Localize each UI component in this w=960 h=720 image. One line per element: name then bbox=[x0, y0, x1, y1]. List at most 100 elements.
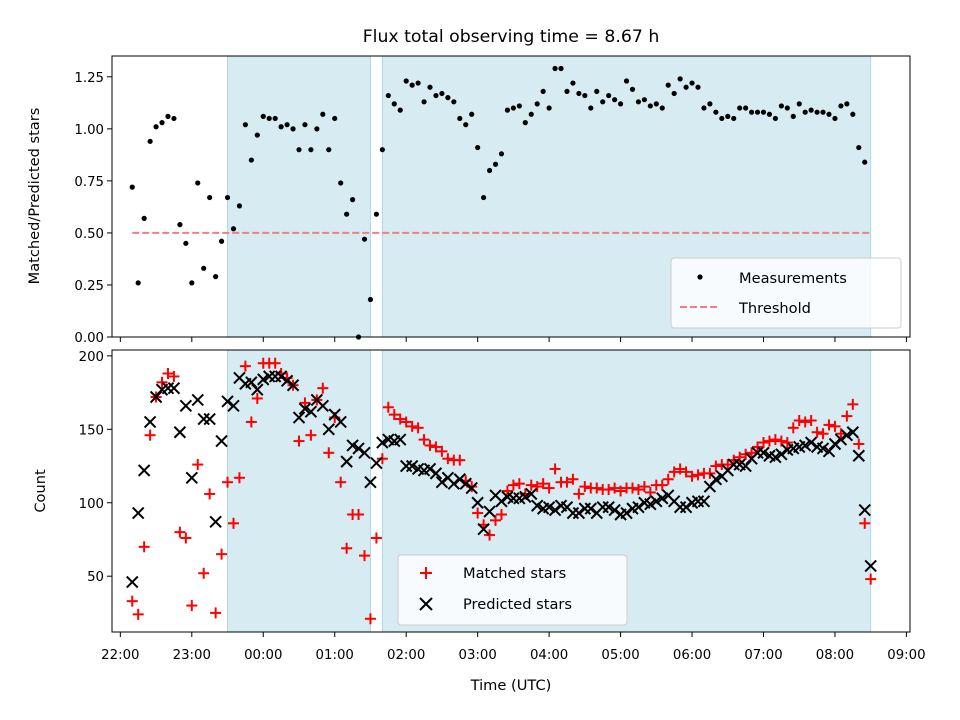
matched-star-point bbox=[484, 529, 496, 541]
top-y-tick-label: 0.50 bbox=[74, 227, 104, 242]
predicted-star-marker-b bbox=[286, 379, 300, 392]
bottom-y-tick-label: 150 bbox=[79, 423, 104, 438]
top-y-tick-label: 0.75 bbox=[74, 175, 104, 190]
measurement-point bbox=[546, 105, 552, 111]
matched-star-point bbox=[853, 438, 865, 450]
predicted-star-point bbox=[358, 446, 371, 460]
predicted-star-marker-b bbox=[191, 393, 204, 407]
measurement-point bbox=[528, 111, 534, 117]
measurement-point bbox=[635, 99, 642, 105]
predicted-star-marker-b bbox=[846, 426, 860, 439]
predicted-star-marker-b bbox=[632, 500, 645, 514]
measurement-point bbox=[582, 92, 588, 99]
matched-star-point bbox=[359, 550, 371, 562]
top-y-tick-label: 0.25 bbox=[74, 279, 104, 294]
predicted-star-point bbox=[292, 411, 306, 424]
matched-star-point bbox=[186, 600, 198, 612]
matched-star-point bbox=[472, 507, 484, 519]
measurement-point bbox=[242, 122, 248, 128]
measurement-point bbox=[814, 109, 820, 115]
measurement-point bbox=[260, 113, 266, 119]
matched-star-point bbox=[400, 416, 412, 428]
measurement-point bbox=[576, 90, 582, 97]
matched-star-point bbox=[752, 441, 764, 453]
matched-star-point bbox=[132, 608, 144, 620]
measurement-point bbox=[862, 159, 868, 165]
measurement-point bbox=[659, 105, 665, 111]
predicted-star-marker-b bbox=[185, 471, 199, 484]
predicted-star-marker-b bbox=[667, 495, 681, 508]
predicted-star-marker-b bbox=[304, 405, 318, 418]
predicted-star-point bbox=[298, 402, 312, 415]
predicted-star-marker-b bbox=[411, 462, 425, 476]
matched-star-point bbox=[865, 573, 877, 585]
measurement-point bbox=[623, 78, 630, 84]
matched-star-point bbox=[204, 488, 216, 500]
predicted-star-point bbox=[656, 492, 669, 505]
matched-star-point bbox=[394, 413, 406, 425]
predicted-star-point bbox=[352, 442, 365, 455]
measurement-point bbox=[522, 120, 528, 126]
measurement-point bbox=[367, 296, 374, 303]
predicted-star-marker-b bbox=[167, 381, 181, 395]
predicted-star-marker-b bbox=[280, 374, 294, 388]
measurement-point bbox=[748, 109, 755, 115]
matched-star-point bbox=[233, 472, 245, 484]
legend-measurements-label: Measurements bbox=[739, 270, 847, 287]
legend-measurements-marker bbox=[697, 274, 703, 280]
matched-star-point bbox=[436, 445, 448, 457]
bottom-y-axis: 50 100 150 200 bbox=[79, 350, 112, 585]
measurement-point bbox=[808, 107, 814, 113]
predicted-star-marker-b bbox=[483, 505, 496, 518]
measurement-point bbox=[790, 113, 796, 119]
measurement-point bbox=[177, 222, 183, 228]
predicted-star-point bbox=[846, 426, 860, 439]
bottom-x-tick-label: 02:00 bbox=[387, 648, 425, 663]
predicted-star-point bbox=[632, 500, 645, 514]
measurement-point bbox=[379, 147, 385, 153]
predicted-star-marker-b bbox=[501, 490, 514, 504]
matched-star-point bbox=[817, 428, 829, 440]
measurement-point bbox=[427, 84, 433, 90]
predicted-star-marker-b bbox=[203, 412, 216, 426]
measurement-point bbox=[391, 101, 397, 107]
matched-star-point bbox=[591, 482, 603, 494]
predicted-star-point bbox=[131, 506, 145, 520]
bottom-x-tick-label: 01:00 bbox=[316, 648, 354, 663]
measurement-point bbox=[504, 107, 511, 113]
predicted-star-point bbox=[257, 373, 270, 386]
measurement-point bbox=[743, 105, 749, 111]
chart-title: Flux total observing time = 8.67 h bbox=[363, 27, 660, 47]
predicted-star-point bbox=[709, 473, 723, 486]
predicted-star-marker-b bbox=[542, 500, 556, 514]
predicted-star-marker-b bbox=[394, 433, 407, 446]
predicted-star-marker-b bbox=[757, 446, 770, 460]
matched-star-point bbox=[341, 542, 353, 554]
matched-star-point bbox=[299, 397, 311, 409]
measurement-point bbox=[433, 92, 439, 99]
measurement-point bbox=[463, 122, 469, 128]
measurement-point bbox=[838, 103, 844, 109]
bottom-x-axis-label: Time (UTC) bbox=[470, 677, 552, 694]
bottom-x-tick-label: 00:00 bbox=[244, 648, 282, 663]
matched-star-point bbox=[823, 419, 835, 431]
predicted-star-point bbox=[423, 462, 437, 476]
predicted-star-point bbox=[191, 393, 204, 407]
bottom-x-tick-label: 09:00 bbox=[887, 648, 925, 663]
predicted-star-point bbox=[185, 471, 199, 484]
matched-star-point bbox=[847, 398, 859, 410]
predicted-star-point bbox=[679, 500, 693, 514]
matched-star-point bbox=[222, 476, 234, 488]
measurement-point bbox=[641, 97, 647, 103]
measurement-point bbox=[344, 211, 350, 217]
measurement-point bbox=[445, 95, 451, 101]
top-panel: 0.00 0.25 0.50 0.75 1.00 1.25 Matched/Predict… bbox=[26, 55, 911, 346]
predicted-star-point bbox=[209, 515, 222, 529]
predicted-star-point bbox=[840, 428, 854, 442]
matched-star-point bbox=[769, 434, 781, 446]
measurement-point bbox=[534, 101, 540, 107]
measurement-point bbox=[832, 115, 838, 122]
measurement-point bbox=[475, 144, 481, 151]
predicted-star-marker-b bbox=[572, 506, 586, 520]
predicted-star-point bbox=[858, 503, 871, 517]
